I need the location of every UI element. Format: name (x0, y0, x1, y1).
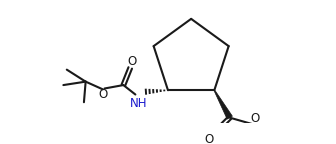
Text: O: O (250, 112, 259, 125)
Text: NH: NH (130, 97, 148, 110)
Text: O: O (98, 88, 108, 101)
Polygon shape (214, 90, 233, 119)
Text: O: O (205, 133, 214, 144)
Text: O: O (127, 55, 136, 68)
